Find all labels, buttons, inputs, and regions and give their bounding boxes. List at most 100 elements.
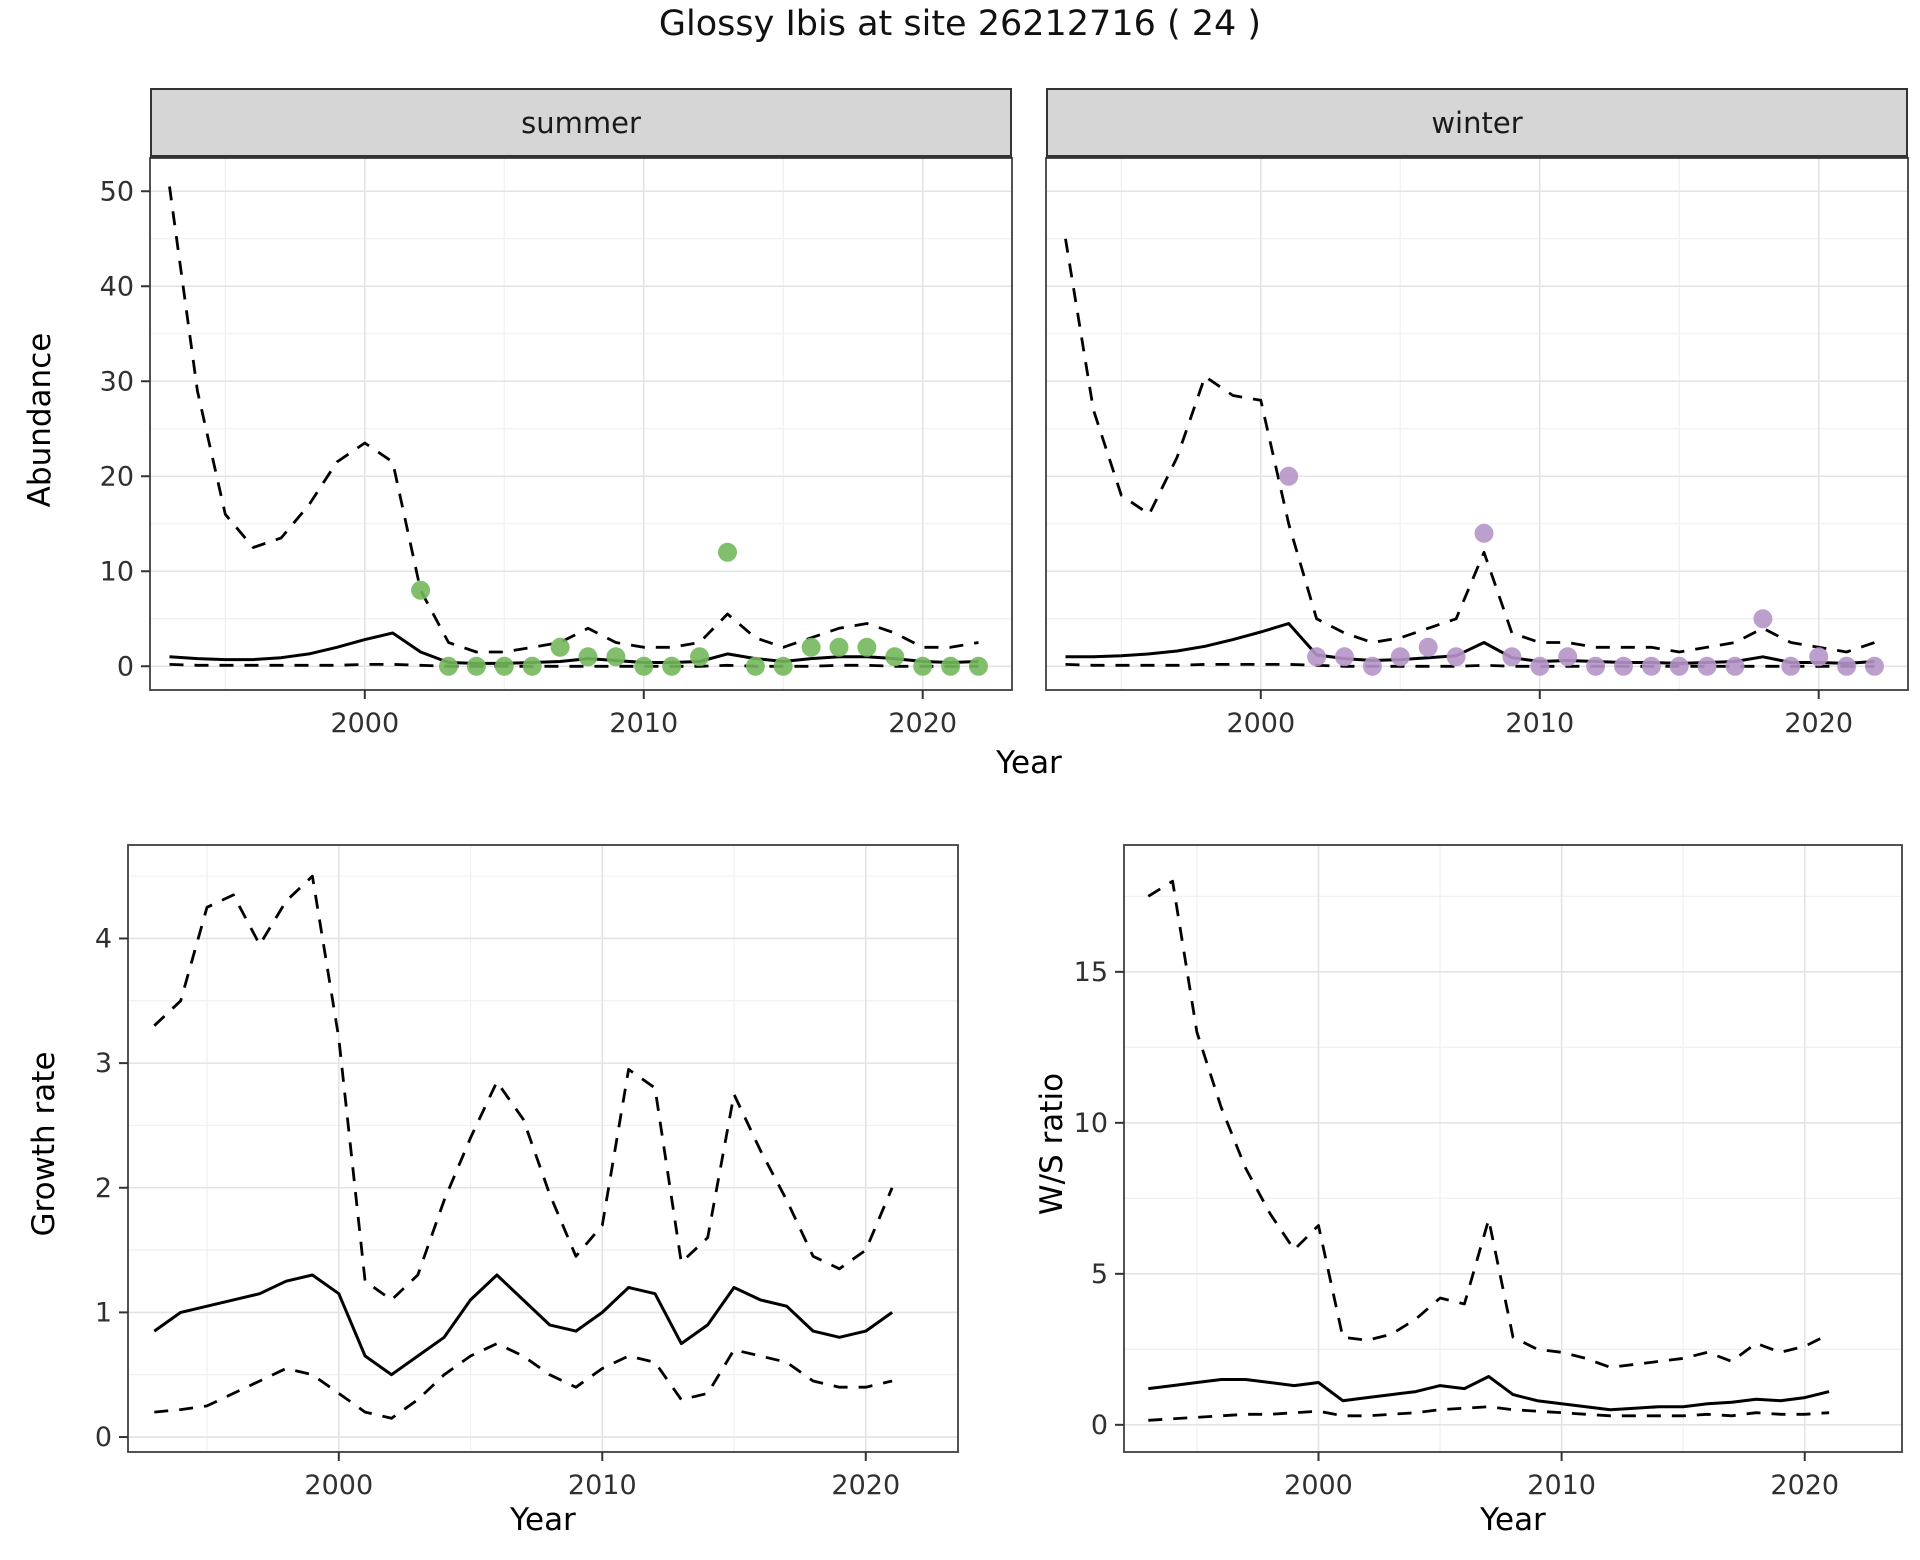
winter-observed-point (1558, 647, 1578, 667)
growth-y-tick-label: 1 (95, 1297, 112, 1328)
growth-grid-minor (128, 845, 958, 1452)
winter-x-tick-label: 2010 (1505, 708, 1574, 739)
summer-panel-background (150, 158, 1012, 690)
winter-observed-point (1390, 647, 1410, 667)
facet-strip-winter: winter (1046, 88, 1908, 158)
summer-observed-point (606, 647, 626, 667)
summer-panel: 2000 2010 2020 0 10 20 30 40 50 (100, 157, 1013, 739)
facet-strip-summer-label: summer (521, 105, 641, 140)
winter-panel-border (1045, 157, 1909, 691)
growth-x-tick-label: 2020 (831, 1470, 900, 1501)
growth-panel: 2000 2010 2020 0 1 2 3 4 (95, 844, 959, 1501)
winter-x-tick-label: 2020 (1784, 708, 1853, 739)
summer-y-tick-label: 20 (100, 461, 134, 492)
summer-observed-point (969, 656, 988, 676)
summer-x-tick-label: 2000 (330, 708, 399, 739)
winter-observed-point (1586, 656, 1606, 676)
summer-observed-point (829, 637, 849, 657)
ws-x-tick-label: 2020 (1770, 1470, 1839, 1501)
winter-observed-point (1474, 523, 1494, 543)
winter-observed-points (1279, 466, 1884, 676)
summer-observed-point (634, 656, 654, 676)
summer-x-tick-label: 2010 (609, 708, 678, 739)
growth-upper-ci-line (153, 874, 894, 1302)
growth-y-tick-label: 4 (95, 923, 112, 954)
ws-panel-background (1124, 845, 1902, 1452)
summer-observed-point (801, 637, 821, 657)
summer-observed-point (857, 637, 877, 657)
winter-observed-point (1614, 656, 1633, 676)
winter-observed-point (1753, 609, 1773, 629)
winter-observed-point (1446, 647, 1466, 667)
summer-observed-point (941, 656, 961, 676)
summer-observed-points (411, 542, 988, 676)
growth-mean-line (153, 1273, 893, 1377)
summer-y-tick-label: 40 (100, 271, 134, 302)
growth-x-tick-label: 2010 (568, 1470, 637, 1501)
ws-x-tick-label: 2010 (1527, 1470, 1596, 1501)
winter-observed-point (1279, 466, 1299, 486)
growth-axis-ticks: 2000 2010 2020 0 1 2 3 4 (95, 923, 900, 1501)
winter-panel-background (1046, 158, 1908, 690)
winter-observed-point (1865, 656, 1884, 676)
summer-y-tick-label: 0 (117, 651, 134, 682)
growth-y-tick-label: 0 (95, 1422, 112, 1453)
facet-strip-summer: summer (150, 88, 1012, 158)
ws-grid-major (1124, 845, 1902, 1452)
growth-y-tick-label: 2 (95, 1173, 112, 1204)
summer-panel-border (149, 157, 1013, 691)
winter-axis-ticks: 2000 2010 2020 (1226, 690, 1853, 739)
summer-observed-point (550, 637, 570, 657)
winter-observed-point (1362, 656, 1382, 676)
summer-observed-point (885, 647, 905, 667)
ws-upper-ci-line (1147, 879, 1830, 1369)
winter-observed-point (1641, 656, 1661, 676)
summer-observed-point (718, 542, 737, 562)
summer-observed-point (913, 656, 933, 676)
summer-observed-point (522, 656, 542, 676)
facet-strip-winter-label: winter (1431, 105, 1523, 140)
ws-y-tick-label: 10 (1074, 1108, 1108, 1139)
winter-observed-point (1307, 647, 1327, 667)
summer-lower-ci-line (169, 663, 979, 668)
summer-axis-ticks: 2000 2010 2020 0 10 20 30 40 50 (100, 176, 957, 739)
winter-observed-point (1669, 656, 1689, 676)
summer-observed-point (690, 647, 710, 667)
winter-upper-ci-line (1064, 238, 1875, 654)
ws-mean-line (1148, 1375, 1830, 1412)
ws-ratio-x-axis-title: Year (1480, 1502, 1546, 1538)
growth-y-tick-label: 3 (95, 1048, 112, 1079)
abundance-x-axis-title: Year (996, 745, 1062, 781)
winter-observed-point (1502, 647, 1522, 667)
winter-lower-ci-line (1065, 663, 1875, 668)
ws-axis-ticks: 2000 2010 2020 0 5 10 15 (1074, 957, 1839, 1501)
summer-y-tick-label: 10 (100, 556, 134, 587)
winter-observed-point (1697, 656, 1717, 676)
ws-x-tick-label: 2000 (1284, 1470, 1353, 1501)
summer-grid-minor (150, 158, 1012, 690)
ws-y-tick-label: 0 (1091, 1410, 1108, 1441)
winter-observed-point (1418, 637, 1438, 657)
growth-panel-border (127, 844, 959, 1453)
ws-panel: 2000 2010 2020 0 5 10 15 (1074, 844, 1903, 1501)
winter-observed-point (1781, 656, 1801, 676)
summer-observed-point (745, 656, 765, 676)
summer-observed-point (439, 656, 458, 676)
winter-observed-point (1725, 656, 1745, 676)
growth-x-tick-label: 2000 (304, 1470, 373, 1501)
summer-y-tick-label: 50 (100, 176, 134, 207)
winter-panel: 2000 2010 2020 (1045, 157, 1909, 739)
winter-x-tick-label: 2000 (1226, 708, 1295, 739)
summer-y-tick-label: 30 (100, 366, 134, 397)
summer-observed-point (494, 656, 514, 676)
winter-observed-point (1335, 647, 1354, 667)
summer-observed-point (662, 656, 682, 676)
summer-x-tick-label: 2020 (888, 708, 957, 739)
ws-y-tick-label: 15 (1074, 957, 1108, 988)
summer-observed-point (578, 647, 598, 667)
growth-rate-y-axis-title: Growth rate (26, 1051, 62, 1237)
summer-observed-point (773, 656, 793, 676)
summer-observed-point (411, 580, 431, 600)
